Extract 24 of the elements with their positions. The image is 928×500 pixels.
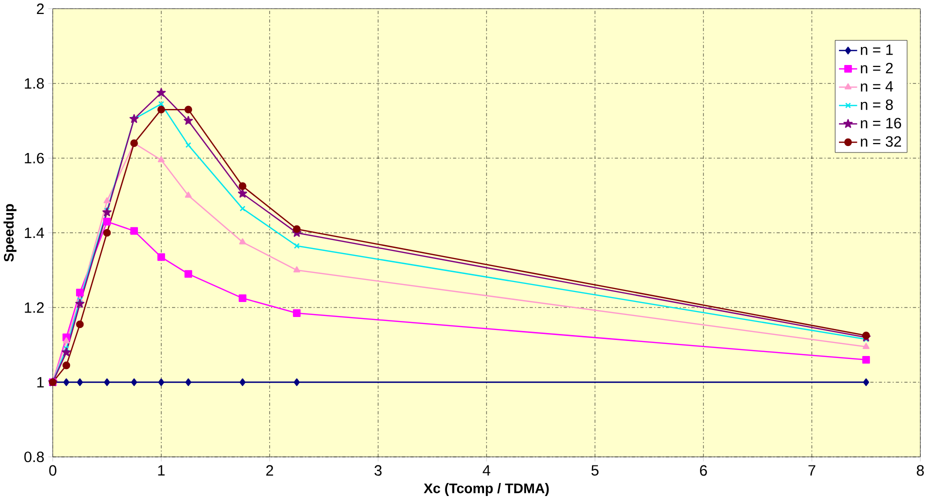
legend-label: n = 8 — [860, 100, 893, 110]
legend-label: n = 4 — [860, 81, 894, 92]
y-tick-label: 1.8 — [24, 78, 44, 89]
y-tick-label: 1.2 — [24, 302, 44, 313]
x-tick-label: 8 — [916, 465, 924, 476]
x-tick-label: 4 — [482, 465, 490, 476]
x-tick-label: 6 — [700, 465, 707, 476]
x-tick-label: 2 — [266, 465, 274, 476]
x-tick-label: 3 — [374, 465, 382, 476]
x-tick-label: 1 — [158, 465, 165, 476]
y-tick-label: 2 — [36, 4, 44, 14]
y-tick-label: 1.6 — [24, 153, 44, 164]
x-tick-label: 7 — [808, 465, 816, 476]
legend-label: n = 2 — [860, 63, 893, 74]
y-axis-title: Speedup — [4, 204, 16, 262]
legend-label: n = 1 — [860, 44, 893, 56]
y-tick-label: 0.8 — [24, 452, 44, 462]
legend-label: n = 16 — [860, 118, 902, 129]
y-tick-label: 1.4 — [24, 228, 44, 238]
legend-label: n = 32 — [860, 136, 902, 148]
y-tick-label: 1 — [37, 377, 44, 388]
x-tick-label: 5 — [591, 465, 599, 476]
x-tick-label: 0 — [49, 465, 56, 476]
x-axis-title: Xc (Tcomp / TDMA) — [424, 483, 549, 496]
